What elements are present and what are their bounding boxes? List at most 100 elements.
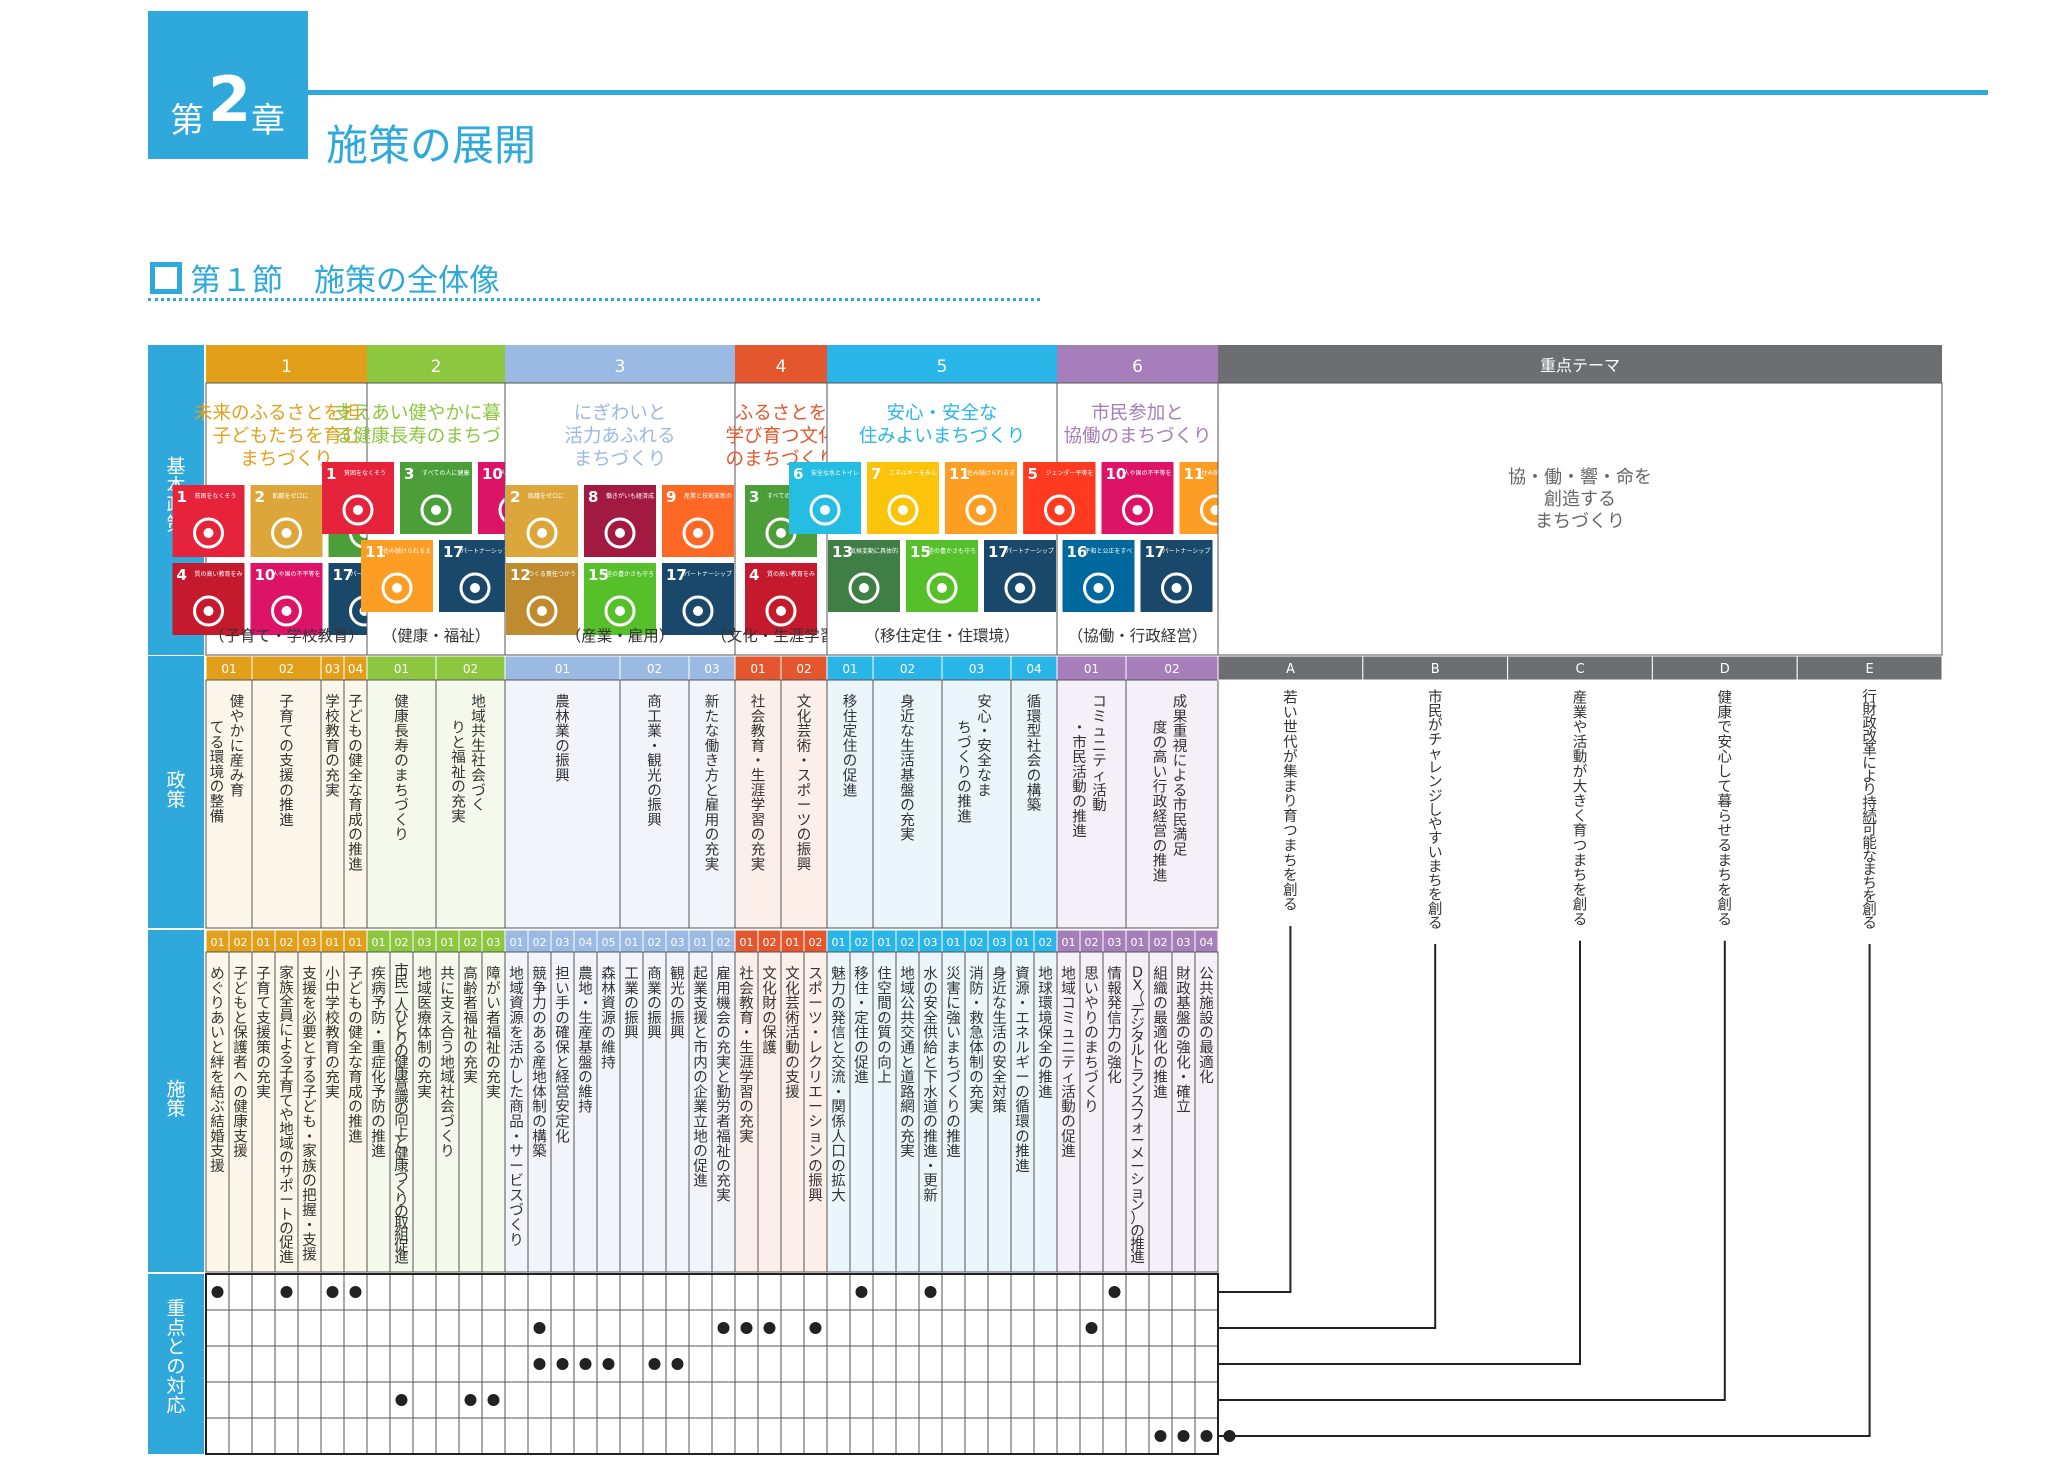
- vertical-char: 盤: [900, 782, 915, 799]
- priority-grid-cell: [1079, 1381, 1104, 1419]
- themes-header: [1218, 345, 1942, 383]
- vertical-char: 進: [1015, 1158, 1030, 1175]
- vertical-char: で: [1718, 720, 1733, 736]
- vertical-char: ・: [509, 1129, 524, 1145]
- priority-dot: [1200, 1430, 1213, 1442]
- vertical-char: 握: [302, 1202, 317, 1219]
- vertical-char: と: [705, 783, 720, 799]
- vertical-char: ど: [302, 1099, 317, 1116]
- vertical-char: の: [1153, 996, 1168, 1012]
- priority-grid-cell: [366, 1345, 391, 1383]
- vertical-char: 環: [210, 750, 225, 766]
- vertical-char: 移: [854, 966, 869, 983]
- vertical-char: 化: [797, 708, 812, 725]
- priority-grid-cell: [895, 1417, 920, 1455]
- vertical-char: り: [394, 1033, 409, 1049]
- basic-policy-header: [367, 345, 505, 383]
- vertical-char: 推: [1038, 1069, 1053, 1086]
- priority-grid-cell: [918, 1345, 943, 1383]
- dove-icon-core: [1093, 583, 1104, 593]
- priority-grid-cell: [297, 1345, 322, 1383]
- vertical-char: や: [230, 708, 245, 725]
- vertical-char: デ: [1130, 1002, 1145, 1020]
- vertical-char: 活: [1573, 734, 1588, 751]
- vertical-char: え: [440, 1011, 455, 1027]
- priority-grid-cell: [1056, 1381, 1081, 1419]
- basic-policy-header: [505, 345, 735, 383]
- vertical-char: の: [578, 1070, 593, 1086]
- priority-grid-cell: [688, 1273, 713, 1311]
- vertical-char: 健: [348, 1025, 363, 1042]
- vertical-char: 制: [969, 1054, 984, 1071]
- vertical-char: 心: [977, 708, 992, 725]
- vertical-char: 対: [992, 1084, 1007, 1101]
- priority-grid-cell: [918, 1417, 943, 1455]
- policy-number: 02: [900, 662, 915, 676]
- vertical-char: 子: [302, 1084, 317, 1101]
- basic-policy-title-line: 子どもたちを育む: [212, 426, 360, 447]
- vertical-char: 把: [302, 1187, 317, 1204]
- vertical-char: な: [348, 1054, 363, 1071]
- vertical-char: く: [946, 1085, 961, 1101]
- basic-policy-title-line: 支えあい健やかに暮らせ: [334, 403, 537, 424]
- vertical-char: コ: [1092, 695, 1107, 711]
- priority-grid-cell: [320, 1381, 345, 1419]
- vertical-char: 築: [532, 1142, 547, 1160]
- vertical-char: 子: [348, 966, 363, 983]
- vertical-char: な: [900, 723, 915, 740]
- vertical-char: 会: [739, 980, 754, 997]
- vertical-char: ま: [1718, 853, 1733, 869]
- vertical-char: ジ: [1130, 1017, 1145, 1033]
- measure-number: 01: [326, 936, 340, 949]
- vertical-char: 社: [1027, 738, 1042, 755]
- vertical-char: 型: [1027, 723, 1042, 740]
- vertical-char: 公: [1199, 967, 1214, 983]
- vertical-char: 推: [923, 1128, 938, 1145]
- vertical-char: 魅: [831, 966, 846, 983]
- measure-number: 03: [1177, 936, 1191, 949]
- vertical-char: 盤: [578, 1054, 593, 1071]
- vertical-char: の: [797, 828, 812, 844]
- vertical-char: 康: [394, 1158, 409, 1175]
- vertical-char: ツ: [797, 813, 812, 829]
- vertical-char: の: [394, 1204, 409, 1220]
- vertical-char: 援: [210, 1158, 225, 1175]
- priority-grid-cell: [573, 1309, 598, 1347]
- vertical-char: 実: [900, 827, 915, 844]
- vertical-char: チ: [1428, 732, 1443, 748]
- basic-policy-title-line: 学び育つ文化: [725, 426, 836, 447]
- sdg-number: 6: [793, 465, 803, 483]
- vertical-char: 充: [325, 1069, 340, 1086]
- vertical-char: 境: [210, 763, 225, 781]
- vertical-char: 生: [751, 768, 766, 785]
- measure-number: 01: [1062, 936, 1076, 949]
- priority-grid-cell: [274, 1417, 299, 1455]
- measure-cell: [1194, 951, 1219, 1273]
- priority-dot: [326, 1286, 339, 1298]
- vertical-char: ・: [977, 724, 992, 740]
- vertical-char: 興: [555, 768, 570, 785]
- vertical-char: 地: [532, 1069, 547, 1086]
- priority-grid-cell: [780, 1417, 805, 1455]
- vertical-char: 循: [1027, 694, 1042, 711]
- vertical-char: 確: [555, 1025, 570, 1042]
- vertical-char: 力: [532, 995, 547, 1012]
- vertical-char: 進: [843, 782, 858, 799]
- tree-icon: [604, 595, 636, 627]
- sdg-caption: パートナーシップ: [461, 548, 509, 555]
- sdg-caption: 質の高い教育をみ: [767, 570, 815, 578]
- gender-icon: [1044, 494, 1075, 526]
- vertical-char: て: [279, 1094, 294, 1110]
- vertical-char: 援: [302, 980, 317, 997]
- vertical-char: 進: [371, 1143, 386, 1160]
- vertical-char: の: [394, 754, 409, 770]
- vertical-char: の: [394, 1044, 409, 1060]
